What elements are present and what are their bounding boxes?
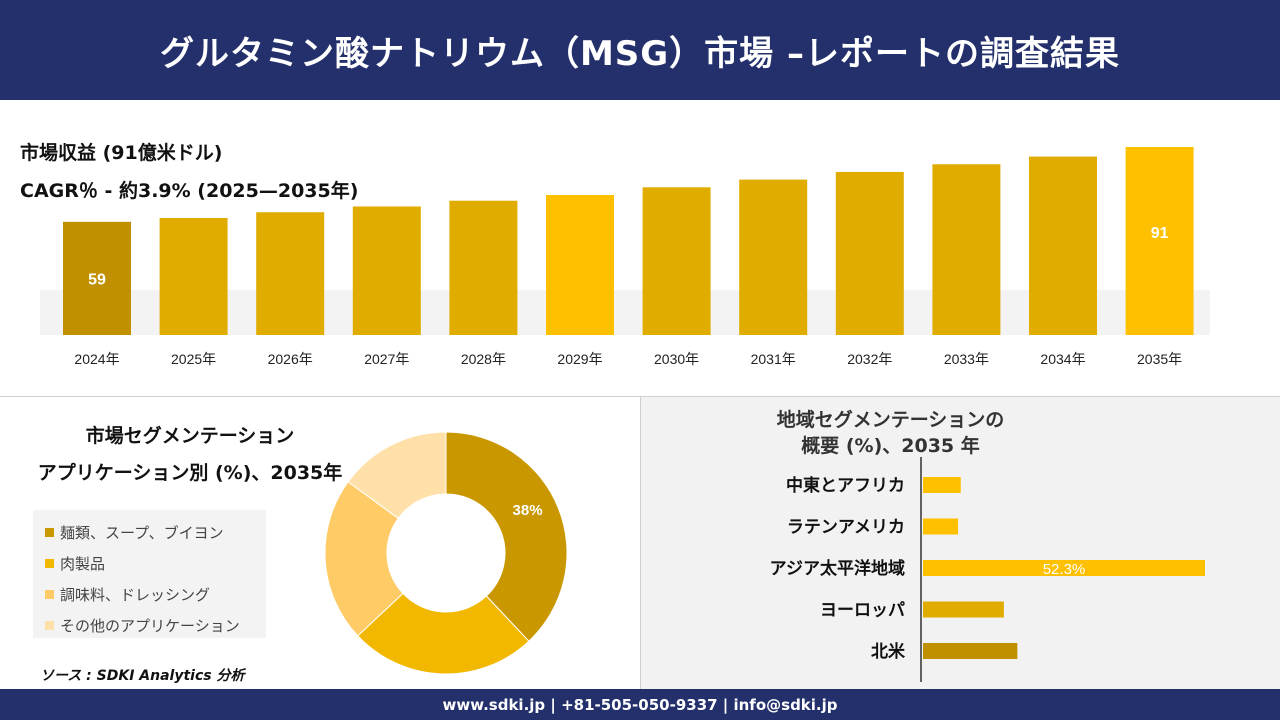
- legend-swatch: [45, 559, 54, 568]
- revenue-bar: [835, 171, 904, 335]
- legend-swatch: [45, 621, 54, 630]
- source-note: ソース : SDKI Analytics 分析: [40, 668, 245, 684]
- x-tick-label: 2031年: [751, 351, 796, 367]
- legend-label: 調味料、ドレッシング: [60, 586, 211, 604]
- legend-item: その他のアプリケーション: [45, 610, 266, 641]
- region-label: ヨーロッパ: [820, 601, 905, 621]
- legend-label: その他のアプリケーション: [60, 617, 240, 635]
- x-tick-label: 2032年: [847, 351, 892, 367]
- legend-swatch: [45, 528, 54, 537]
- x-tick-label: 2024年: [74, 351, 119, 367]
- revenue-bar: [63, 221, 131, 335]
- bar-shadow: [40, 290, 1210, 335]
- x-tick-label: 2029年: [557, 351, 602, 367]
- cagr-label: CAGR％ - 約3.9% (2025—2035年): [20, 180, 359, 202]
- x-tick-label: 2028年: [461, 351, 506, 367]
- footer-banner: www.sdki.jp | +81-505-050-9337 | info@sd…: [0, 689, 1280, 720]
- donut-slice: [445, 431, 568, 642]
- region-label: ラテンアメリカ: [787, 518, 905, 538]
- region-data-label: 52.3%: [1043, 561, 1086, 578]
- region-bar: [923, 560, 1205, 576]
- region-title-line2: 概要 (%)、2035 年: [801, 435, 980, 457]
- revenue-bar: [159, 217, 228, 335]
- x-tick-label: 2034年: [1040, 351, 1085, 367]
- x-tick-label: 2033年: [944, 351, 989, 367]
- region-bar: [923, 518, 959, 535]
- legend-swatch: [45, 590, 54, 599]
- legend-label: 肉製品: [60, 555, 106, 573]
- donut-legend: 麺類、スープ、ブイヨン 肉製品調味料、ドレッシングその他のアプリケーション: [33, 510, 266, 638]
- market-revenue-label: 市場収益 (91億米ドル): [20, 142, 223, 164]
- footer-contact: www.sdki.jp | +81-505-050-9337 | info@sd…: [442, 695, 838, 714]
- region-bar: [923, 643, 1018, 659]
- region-bar: [923, 477, 961, 493]
- revenue-bar: [449, 200, 518, 335]
- legend-item: 肉製品: [45, 548, 266, 579]
- revenue-bar: [932, 164, 1001, 335]
- page-title: グルタミン酸ナトリウム（MSG）市場 –レポートの調査結果: [159, 33, 1121, 74]
- revenue-bar: [1029, 156, 1097, 335]
- region-title-line1: 地域セグメンテーションの: [776, 409, 1005, 431]
- region-label: 北米: [871, 641, 906, 662]
- revenue-bar-chart: 2024年 59 2025年 2026年 2027年 2028年 2029年 2030年 203…: [40, 147, 1210, 367]
- revenue-bar: [1125, 147, 1194, 335]
- revenue-bar: [642, 187, 711, 335]
- revenue-bar: [256, 212, 325, 335]
- region-label: 中東とアフリカ: [786, 475, 905, 496]
- application-segment-panel: 市場セグメンテーション アプリケーション別 (%)、2035年 麺類、スープ、ブ…: [0, 397, 640, 689]
- x-tick-label: 2025年: [171, 351, 216, 367]
- legend-label: 麺類、スープ、ブイヨン: [60, 524, 224, 542]
- x-tick-label: 2026年: [268, 351, 313, 367]
- donut-slice: [357, 592, 530, 675]
- region-bar: [923, 601, 1004, 618]
- segment-title-line1: 市場セグメンテーション: [85, 425, 295, 447]
- region-segment-panel: 地域セグメンテーションの 概要 (%)、2035 年 中東とアフリカ ラテンアメリ…: [641, 397, 1280, 689]
- revenue-bar: [352, 206, 421, 335]
- bar-data-label: 59: [88, 271, 106, 288]
- donut-slice: [324, 481, 404, 637]
- bar-data-label: 91: [1151, 225, 1169, 242]
- revenue-bar: [546, 194, 614, 335]
- horizontal-divider: [0, 396, 1280, 397]
- donut-data-label: 38%: [513, 502, 543, 519]
- legend-item: 調味料、ドレッシング: [45, 579, 266, 610]
- x-tick-label: 2035年: [1137, 351, 1182, 367]
- donut-slice: [347, 431, 447, 520]
- region-label: アジア太平洋地域: [770, 558, 905, 579]
- revenue-bar: [739, 179, 808, 335]
- application-donut-chart: 38%: [324, 431, 568, 675]
- x-tick-label: 2027年: [364, 351, 409, 367]
- header-banner: グルタミン酸ナトリウム（MSG）市場 –レポートの調査結果: [0, 0, 1280, 100]
- vertical-divider: [640, 397, 641, 689]
- segment-title-line2: アプリケーション別 (%)、2035年: [37, 462, 343, 484]
- x-tick-label: 2030年: [654, 351, 699, 367]
- legend-item: 麺類、スープ、ブイヨン: [45, 517, 266, 548]
